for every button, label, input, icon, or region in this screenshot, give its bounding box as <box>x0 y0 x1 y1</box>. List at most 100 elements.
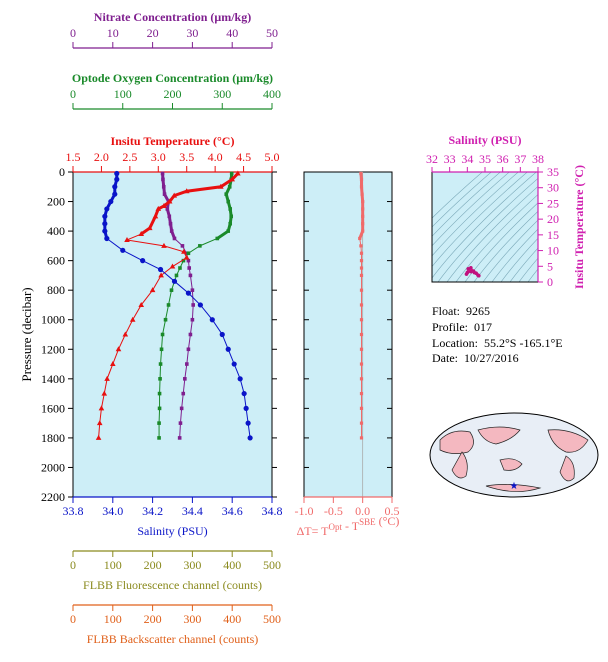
dt-point <box>359 406 364 410</box>
salinity-tick-label: 34.4 <box>182 504 203 518</box>
fluorescence-tick-label: 500 <box>263 558 281 572</box>
nitrate-point <box>177 436 182 440</box>
ts-temperature-tick-label: 30 <box>547 181 559 195</box>
pressure-tick-label: 800 <box>47 283 65 297</box>
salinity-point <box>245 420 251 426</box>
dt-point <box>359 332 364 337</box>
nitrate-point <box>186 347 191 352</box>
temperature-tick-label: 2.5 <box>122 150 137 164</box>
isopycnal-line <box>432 172 519 257</box>
dt-label-superscript: Opt <box>329 522 343 532</box>
ts-point <box>472 270 477 275</box>
ts-salinity-tick-label: 36 <box>497 152 509 166</box>
float-label: Float: <box>432 304 461 318</box>
pressure-tick-label: 1200 <box>41 342 65 356</box>
oxygen-tick-label: 300 <box>213 87 231 101</box>
map-landmass <box>547 429 589 453</box>
map-landmass <box>499 458 523 471</box>
dt-point <box>359 347 364 351</box>
dt-x-tick-label: 0.0 <box>355 504 370 518</box>
isopycnal-line <box>432 172 510 247</box>
temperature-point <box>181 248 187 254</box>
ts-salinity-tick-label: 35 <box>479 152 491 166</box>
oxygen-point <box>181 258 186 263</box>
salinity-point <box>247 435 253 441</box>
map-landmass <box>477 426 521 445</box>
float-value: 9265 <box>466 304 491 318</box>
pressure-tick-label: 400 <box>47 224 65 238</box>
profile-value: 017 <box>474 320 492 334</box>
dt-point <box>359 288 364 292</box>
ts-point <box>477 273 481 278</box>
salinity-point <box>185 290 192 296</box>
pressure-axis-title: Pressure (decibar) <box>19 287 34 381</box>
salinity-point <box>237 376 243 382</box>
backscatter-tick-label: 300 <box>183 612 201 626</box>
nitrate-tick-label: 20 <box>147 26 159 40</box>
temperature-tick-label: 2.0 <box>94 150 109 164</box>
oxygen-point <box>157 406 162 411</box>
isopycnal-line <box>491 228 538 282</box>
dt-surface-trace <box>358 173 365 240</box>
map-landmass <box>485 484 542 492</box>
dt-point <box>359 171 363 176</box>
oxygen-point <box>157 391 162 396</box>
oxygen-point <box>159 347 164 352</box>
backscatter-tick-label: 400 <box>223 612 241 626</box>
nitrate-point <box>191 303 195 307</box>
salinity-point <box>241 390 247 397</box>
ts-temperature-tick-label: 25 <box>547 196 559 210</box>
ts-salinity-tick-label: 33 <box>444 152 456 166</box>
pressure-tick-label: 1600 <box>41 401 65 415</box>
temperature-point <box>149 287 156 293</box>
main-profile-panel: 0200400600800100012001400160018002000220… <box>19 10 283 646</box>
dt-point <box>359 244 363 248</box>
date-value: 10/27/2016 <box>464 351 519 365</box>
ts-point <box>469 269 473 274</box>
location-label: Location: <box>432 336 478 350</box>
pressure-tick-label: 0 <box>59 165 65 179</box>
isopycnal-line <box>446 185 538 282</box>
salinity-tick-label: 33.8 <box>63 504 84 518</box>
temperature-point <box>101 390 108 396</box>
dt-label-part: ΔT= T <box>297 524 330 538</box>
salinity-point <box>219 331 225 338</box>
temperature-surface-trace <box>140 172 239 236</box>
salinity-point <box>120 247 126 253</box>
temperature-point <box>96 420 103 426</box>
isopycnal-line <box>432 172 537 279</box>
dt-label-part: (°C) <box>376 514 400 528</box>
oxygen-point <box>174 273 179 278</box>
nitrate-point <box>178 421 183 425</box>
dt-point <box>359 266 364 270</box>
pressure-tick-label: 1000 <box>41 313 65 327</box>
dt-x-tick-label: -0.5 <box>324 504 343 518</box>
date-label: Date: <box>432 351 458 365</box>
isopycnal-line <box>437 177 538 282</box>
oxygen-tick-label: 100 <box>114 87 132 101</box>
ts-salinity-tick-label: 37 <box>514 152 526 166</box>
world-map: ★ <box>429 412 599 498</box>
salinity-point <box>157 266 164 273</box>
salinity-point <box>225 346 231 352</box>
nitrate-point <box>181 391 186 396</box>
oxygen-point <box>163 317 168 322</box>
temperature-tick-label: 4.0 <box>208 150 223 164</box>
temperature-point <box>183 254 190 260</box>
nitrate-tick-label: 10 <box>107 26 119 40</box>
backscatter-tick-label: 0 <box>70 612 76 626</box>
nitrate-point <box>187 266 192 270</box>
backscatter-tick-label: 200 <box>144 612 162 626</box>
map-landmass <box>451 451 468 479</box>
isopycnal-line <box>518 257 538 282</box>
fluorescence-axis-title: FLBB Fluorescence channel (counts) <box>83 578 262 592</box>
temperature-point <box>110 361 116 367</box>
nitrate-point <box>179 406 184 411</box>
ts-temperature-tick-label: 15 <box>547 228 559 242</box>
nitrate-tick-label: 30 <box>186 26 198 40</box>
temperature-tick-label: 3.0 <box>151 150 166 164</box>
salinity-point <box>243 405 249 411</box>
salinity-point <box>231 361 237 367</box>
nitrate-point <box>184 251 189 256</box>
